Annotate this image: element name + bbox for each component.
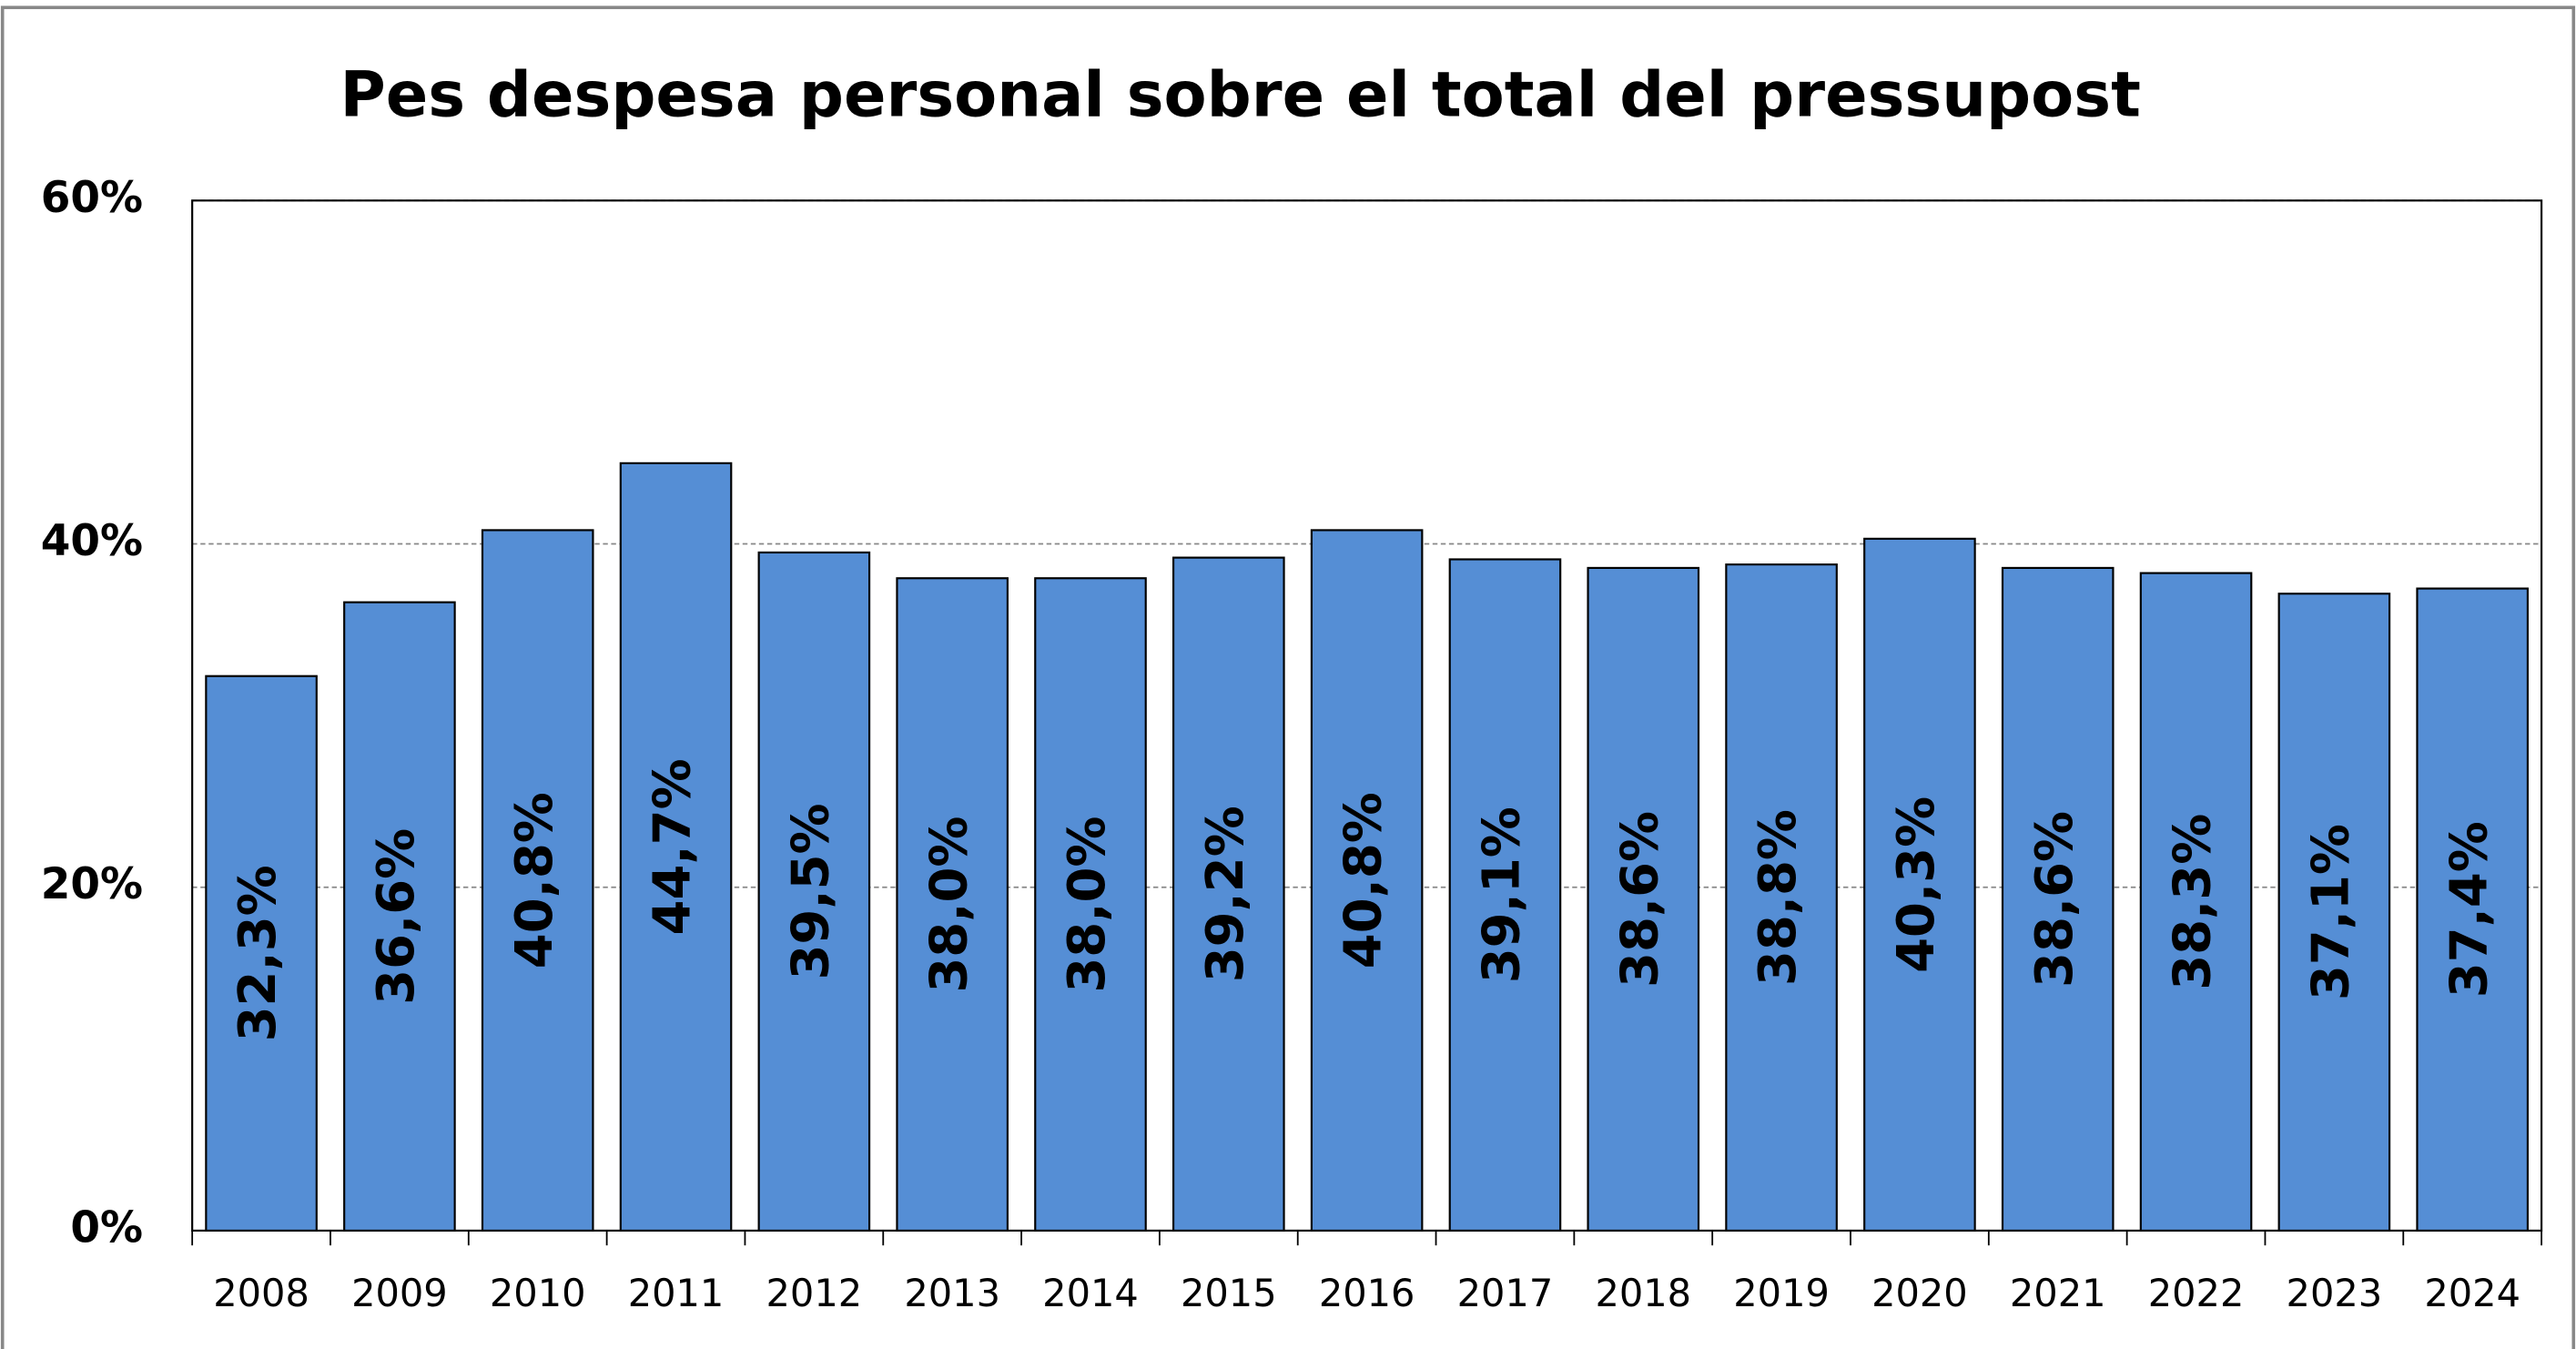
x-tick-label: 2016 [1319,1271,1415,1315]
x-tick-label: 2021 [2010,1271,2106,1315]
value-label: 38,0% [1058,816,1117,993]
bar [343,601,456,1232]
bar [1863,537,1976,1232]
y-tick-label: 0% [70,1202,143,1253]
value-label: 37,4% [2439,821,2499,998]
x-tick-label: 2010 [490,1271,586,1315]
value-label: 40,8% [1334,792,1394,969]
bar [2277,593,2391,1232]
bar [2139,572,2253,1232]
x-tick-label: 2014 [1042,1271,1139,1315]
bar [1034,577,1147,1232]
value-label: 38,3% [2164,814,2223,990]
bar [205,674,318,1232]
bar [619,462,733,1232]
bar [1448,558,1562,1232]
x-tick-label: 2009 [351,1271,448,1315]
bar [1172,556,1285,1232]
x-tick-label: 2011 [628,1271,725,1315]
bar [1310,529,1424,1232]
x-tick-label: 2020 [1871,1271,1968,1315]
x-tick-label: 2013 [904,1271,1000,1315]
y-tick-label: 60% [41,173,143,223]
x-tick-label: 2023 [2287,1271,2383,1315]
x-tick-label: 2008 [213,1271,309,1315]
value-label: 38,8% [1749,809,1808,986]
value-label: 40,3% [1887,796,1946,973]
value-label: 36,6% [367,828,426,1005]
value-label: 40,8% [505,792,564,969]
value-label: 44,7% [644,758,703,935]
bar [896,577,1009,1232]
x-tick-label: 2018 [1595,1271,1691,1315]
x-tick-label: 2019 [1733,1271,1830,1315]
value-label: 37,1% [2301,824,2360,1000]
value-label: 38,6% [1610,811,1669,988]
x-tick-label: 2015 [1181,1271,1277,1315]
value-label: 39,5% [781,803,840,979]
y-tick-label: 20% [41,859,143,909]
bar [2001,566,2115,1232]
y-tick-label: 40% [41,516,143,566]
chart-title: Pes despesa personal sobre el total del … [340,58,2140,131]
x-tick-label: 2017 [1457,1271,1554,1315]
value-label: 38,0% [919,816,979,993]
value-label: 39,1% [1473,806,1532,983]
value-label: 32,3% [228,865,288,1041]
x-tick-label: 2024 [2424,1271,2520,1315]
x-tick-label: 2012 [766,1271,863,1315]
bar [2416,587,2529,1232]
value-label: 38,6% [2025,811,2084,988]
x-tick-label: 2022 [2148,1271,2245,1315]
bar [481,529,594,1232]
bar [1725,563,1838,1232]
value-label: 39,2% [1196,806,1255,982]
bar [1587,566,1700,1232]
bar [757,551,871,1232]
